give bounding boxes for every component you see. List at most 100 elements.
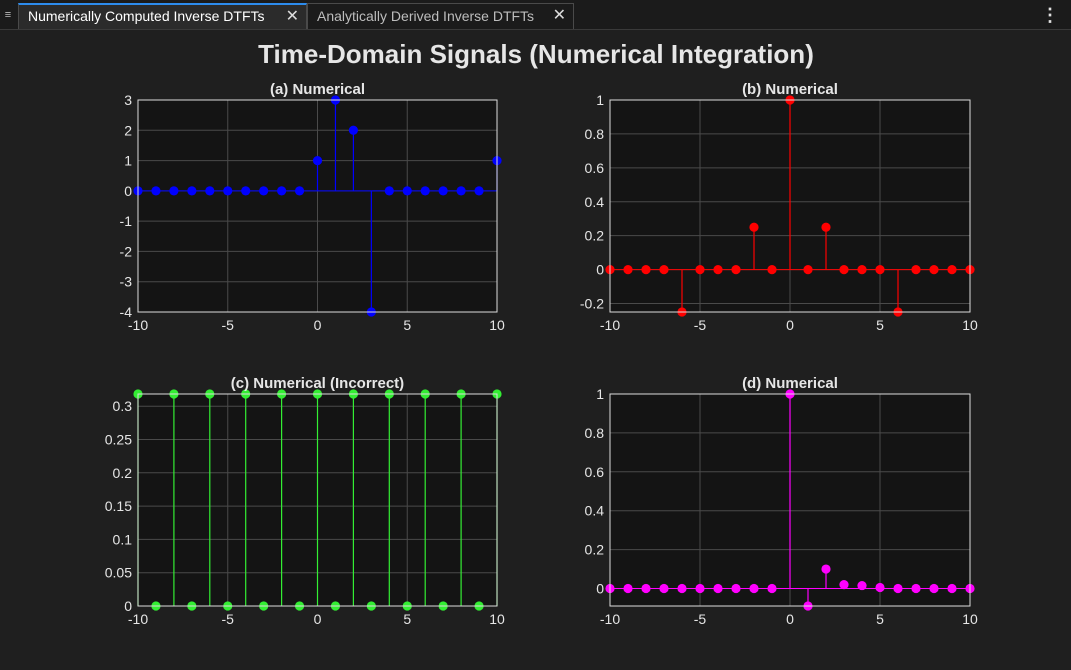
- y-tick-label: 2: [124, 122, 132, 138]
- stem-marker: [857, 265, 867, 275]
- y-tick-label: 0: [596, 580, 604, 596]
- stem-marker: [151, 186, 161, 196]
- x-tick-label: 0: [314, 611, 322, 627]
- y-tick-label: 0: [596, 262, 604, 278]
- stem-marker: [623, 583, 633, 594]
- x-tick-label: -10: [600, 611, 620, 627]
- subplot-title: (b) Numerical: [742, 81, 838, 98]
- y-tick-label: 0.8: [585, 126, 605, 142]
- stem-marker: [259, 186, 269, 196]
- stem-marker: [911, 265, 921, 275]
- stem-marker: [205, 186, 215, 196]
- stem-marker: [641, 583, 651, 594]
- x-tick-label: -10: [128, 611, 148, 627]
- y-tick-label: 0.8: [585, 425, 605, 441]
- stem-marker: [911, 583, 921, 594]
- y-tick-label: 0.1: [113, 531, 133, 547]
- tab-numerical-label: Numerically Computed Inverse DTFTs: [28, 8, 265, 24]
- stem-marker: [420, 186, 430, 196]
- axes-3: -10 -5 0 5 10 0 0.05 0.1 0.15 0.2 0.25 0.3 (c) Numer…: [105, 375, 505, 627]
- figure-title: Time-Domain Signals (Numerical Integrati…: [258, 39, 814, 69]
- stem-marker: [384, 186, 394, 196]
- x-tick-label: -5: [222, 317, 235, 333]
- tab-analytical[interactable]: Analytically Derived Inverse DTFTs ✕: [307, 3, 574, 29]
- axes-4: -10 -5 0 5 10 0 0.2 0.4 0.6 0.8 1 (d) Numerical: [585, 375, 978, 627]
- x-tick-label: 0: [786, 611, 794, 627]
- x-tick-label: 0: [786, 317, 794, 333]
- close-icon[interactable]: ✕: [552, 7, 566, 24]
- x-tick-label: 5: [403, 611, 411, 627]
- axes-box: [609, 393, 971, 607]
- stem-marker: [875, 582, 885, 593]
- y-tick-label: 0.25: [105, 431, 132, 447]
- stem-marker: [223, 186, 233, 196]
- stem-marker: [839, 265, 849, 275]
- close-icon[interactable]: ✕: [285, 8, 299, 25]
- tab-numerical[interactable]: Numerically Computed Inverse DTFTs ✕: [18, 3, 307, 29]
- x-tick-label: -5: [694, 611, 707, 627]
- y-tick-label: 0.4: [585, 194, 605, 210]
- stem-marker: [821, 222, 831, 232]
- stem-marker: [929, 265, 939, 275]
- stem-marker: [659, 583, 669, 594]
- y-tick-label: 0.3: [113, 398, 133, 414]
- x-tick-label: 10: [962, 611, 978, 627]
- tab-bar: ≡ Numerically Computed Inverse DTFTs ✕ A…: [0, 0, 1071, 30]
- axes-2: -10 -5 0 5 10 -0.2 0 0.2 0.4 0.6 0.8 1 (b) Numerical: [580, 81, 978, 333]
- subplot-title: (a) Numerical: [270, 81, 365, 98]
- x-tick-label: 10: [489, 317, 505, 333]
- y-tick-label: 0.6: [585, 160, 605, 176]
- x-tick-label: -5: [694, 317, 707, 333]
- tab-analytical-label: Analytically Derived Inverse DTFTs: [317, 8, 535, 24]
- stem-marker: [402, 186, 412, 196]
- stem-marker: [893, 583, 903, 594]
- menu-icon[interactable]: ≡: [4, 9, 12, 21]
- x-tick-label: 5: [403, 317, 411, 333]
- stem-marker: [947, 265, 957, 275]
- y-tick-label: 0.6: [585, 464, 605, 480]
- stem-marker: [767, 265, 777, 275]
- x-tick-label: 10: [489, 611, 505, 627]
- stem-marker: [839, 580, 849, 590]
- figure-canvas: Time-Domain Signals (Numerical Integrati…: [105, 39, 978, 627]
- stem-marker: [277, 186, 287, 196]
- x-tick-label: -5: [222, 611, 235, 627]
- x-tick-label: 5: [876, 317, 884, 333]
- more-vertical-icon[interactable]: ⋮: [1041, 5, 1059, 25]
- stem-marker: [947, 583, 957, 594]
- y-tick-label: 0.2: [585, 228, 605, 244]
- stem-marker: [857, 580, 867, 591]
- stem-marker: [695, 583, 705, 594]
- stem-marker: [169, 186, 179, 196]
- y-tick-label: -2: [120, 243, 133, 259]
- stem-marker: [474, 186, 484, 196]
- y-tick-label: 0: [124, 183, 132, 199]
- stem-marker: [659, 265, 669, 275]
- stem-marker: [731, 583, 741, 594]
- stem-marker: [803, 265, 813, 275]
- y-tick-label: 1: [596, 92, 604, 108]
- stem-marker: [749, 222, 759, 232]
- y-tick-label: -0.2: [580, 296, 604, 312]
- subplot-title: (c) Numerical (Incorrect): [231, 375, 404, 392]
- y-tick-label: 0.05: [105, 565, 132, 581]
- y-tick-label: 1: [124, 153, 132, 169]
- y-tick-label: 0: [124, 598, 132, 614]
- x-tick-label: -10: [600, 317, 620, 333]
- stem-marker: [767, 583, 777, 594]
- axes-box: [137, 99, 498, 313]
- stem-marker: [294, 186, 305, 196]
- x-tick-label: 10: [962, 317, 978, 333]
- y-tick-label: 3: [124, 92, 132, 108]
- subplot-title: (d) Numerical: [742, 375, 838, 392]
- stem-marker: [821, 564, 831, 574]
- stem-marker: [929, 583, 939, 594]
- stem-marker: [187, 186, 197, 196]
- y-tick-label: 1: [596, 386, 604, 402]
- x-tick-label: 0: [314, 317, 322, 333]
- y-tick-label: -3: [120, 274, 133, 290]
- y-tick-label: 0.15: [105, 498, 132, 514]
- stem-marker: [241, 186, 251, 196]
- stem-marker: [438, 186, 448, 196]
